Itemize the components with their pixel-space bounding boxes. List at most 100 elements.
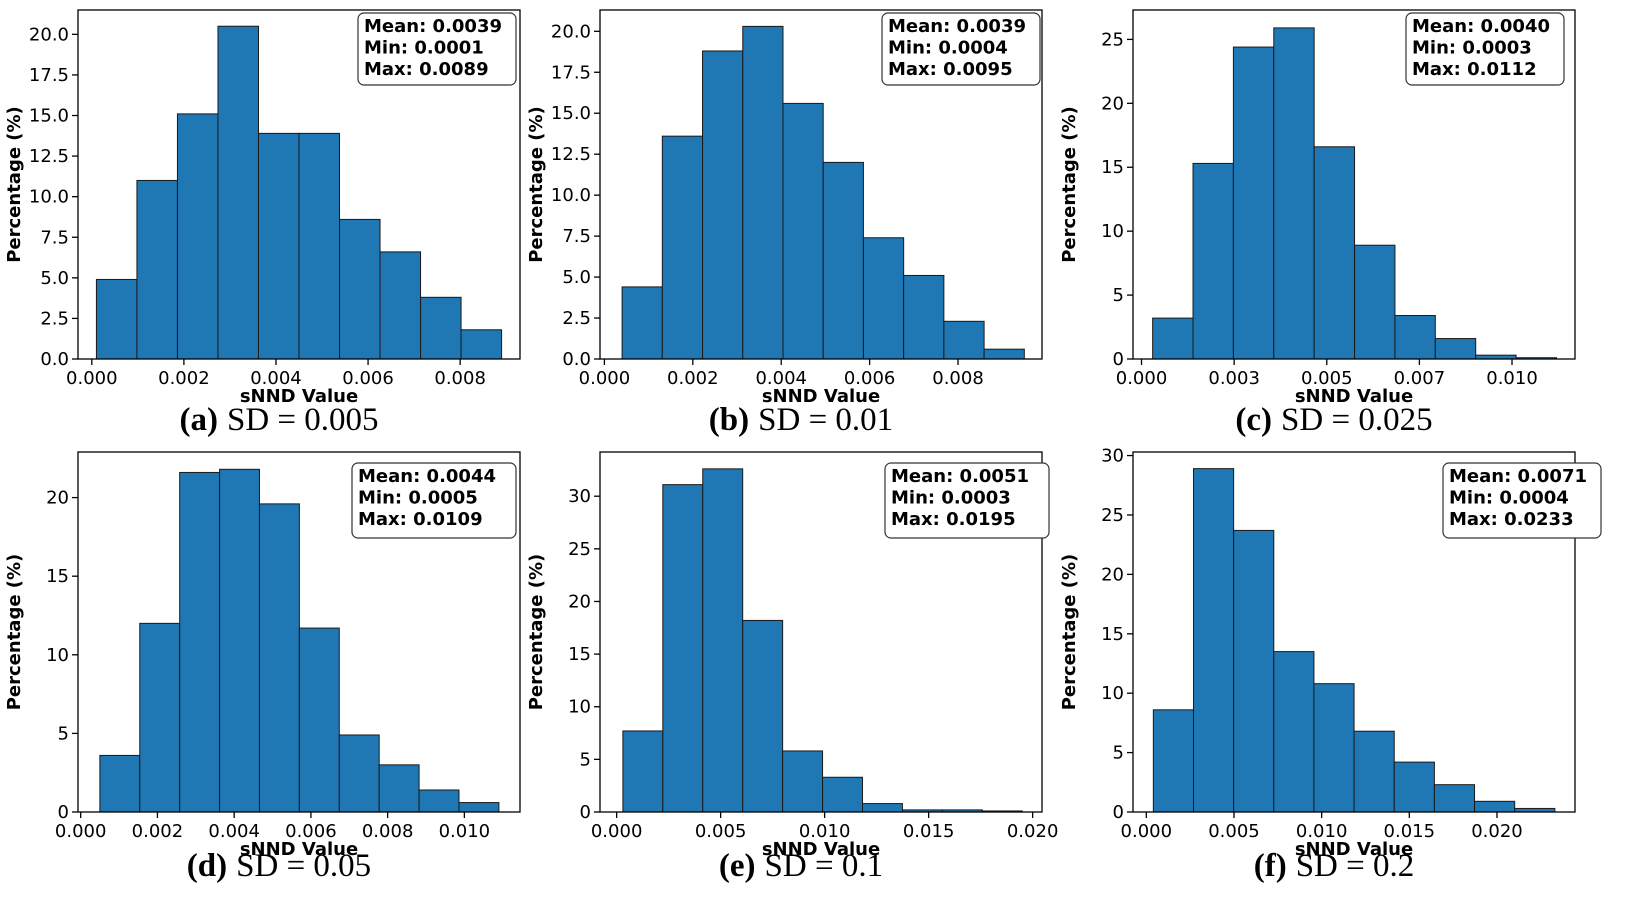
y-tick-label: 0.0 xyxy=(40,349,69,370)
x-tick-label: 0.004 xyxy=(208,821,260,842)
y-tick-label: 25 xyxy=(1101,505,1124,526)
panel-caption: (b) SD = 0.01 xyxy=(709,402,893,438)
histogram-bar xyxy=(1233,529,1275,813)
y-tick-label: 10 xyxy=(568,697,591,718)
caption-letter: (c) xyxy=(1235,402,1272,438)
x-axis-label: sNND Value xyxy=(1295,839,1413,860)
axes-frame xyxy=(77,451,521,813)
y-tick-label: 30 xyxy=(1101,446,1124,467)
stats-box xyxy=(881,12,1041,86)
y-tick-label: 15 xyxy=(1101,624,1124,645)
y-tick-label: 5 xyxy=(1113,743,1124,764)
stats-line: Mean: 0.0071 xyxy=(1449,466,1587,487)
y-tick-label: 2.5 xyxy=(562,308,591,329)
stats-line: Mean: 0.0051 xyxy=(891,466,1029,487)
histogram-bar xyxy=(379,251,422,360)
histogram-bar xyxy=(1273,27,1315,360)
y-tick-label: 20 xyxy=(46,488,69,509)
x-tick-label: 0.015 xyxy=(1384,821,1436,842)
axes-frame xyxy=(1132,9,1576,360)
x-tick-label: 0.003 xyxy=(1208,368,1260,389)
y-tick-label: 0 xyxy=(580,802,591,823)
stats-line: Mean: 0.0039 xyxy=(888,16,1026,37)
histogram-bar xyxy=(1192,468,1235,813)
caption-text: SD = 0.005 xyxy=(227,402,379,438)
caption-letter: (a) xyxy=(179,402,217,438)
y-tick-label: 10.0 xyxy=(551,185,591,206)
y-tick-label: 12.5 xyxy=(29,146,69,167)
histogram-bar xyxy=(418,789,460,813)
histogram-bar xyxy=(95,278,138,360)
y-tick-label: 5 xyxy=(580,749,591,770)
x-tick-label: 0.006 xyxy=(844,368,896,389)
caption-text: SD = 0.2 xyxy=(1296,848,1415,884)
x-tick-label: 0.015 xyxy=(903,821,955,842)
histogram-bar xyxy=(1273,651,1315,813)
y-tick-label: 7.5 xyxy=(40,227,69,248)
histogram-bar xyxy=(460,329,503,360)
histogram-bar xyxy=(1232,46,1275,360)
x-axis-label: sNND Value xyxy=(762,839,880,860)
x-tick-label: 0.000 xyxy=(1116,368,1168,389)
histogram-bar xyxy=(420,296,462,360)
y-tick-label: 5.0 xyxy=(562,267,591,288)
histogram-bar xyxy=(179,471,221,813)
stats-line: Min: 0.0004 xyxy=(888,38,1008,59)
stats-line: Min: 0.0001 xyxy=(364,38,484,59)
histogram-bar xyxy=(782,750,824,813)
histogram-bar xyxy=(1393,761,1435,813)
histogram-bar xyxy=(943,320,985,360)
x-tick-label: 0.006 xyxy=(285,821,337,842)
caption-text: SD = 0.025 xyxy=(1281,402,1433,438)
stats-line: Mean: 0.0039 xyxy=(364,16,502,37)
histogram-bar xyxy=(662,484,704,813)
histogram-bar xyxy=(1353,730,1395,813)
panel-caption: (a) SD = 0.005 xyxy=(179,402,378,438)
caption-letter: (f) xyxy=(1254,848,1287,884)
y-tick-label: 15.0 xyxy=(29,106,69,127)
histogram-bar xyxy=(782,102,824,360)
y-axis-label: Percentage (%) xyxy=(1059,554,1080,711)
histogram-bar xyxy=(1313,146,1356,360)
stats-line: Min: 0.0005 xyxy=(358,488,478,509)
x-tick-label: 0.010 xyxy=(439,821,491,842)
y-tick-label: 10 xyxy=(1101,683,1124,704)
x-tick-label: 0.002 xyxy=(667,368,719,389)
histogram-bar xyxy=(702,468,744,813)
x-tick-label: 0.005 xyxy=(695,821,747,842)
y-axis-label: Percentage (%) xyxy=(526,554,547,711)
histogram-bar xyxy=(139,622,181,813)
histogram-bar xyxy=(338,734,380,813)
chart-panel-1: 0.000 0.002 0.004 0.006 0.008 0.0 2.5 5.0 7.5 10.… xyxy=(4,9,521,438)
y-axis-label: Percentage (%) xyxy=(4,106,25,263)
histogram-bar xyxy=(1313,683,1355,813)
y-axis-label: Percentage (%) xyxy=(526,106,547,263)
y-tick-label: 25 xyxy=(568,539,591,560)
histogram-bar xyxy=(176,113,219,360)
y-tick-label: 20.0 xyxy=(29,24,69,45)
y-tick-label: 10 xyxy=(1101,221,1124,242)
histogram-bar xyxy=(822,776,863,813)
x-tick-label: 0.010 xyxy=(1296,821,1348,842)
x-tick-label: 0.000 xyxy=(66,368,118,389)
x-tick-label: 0.004 xyxy=(250,368,302,389)
stats-line: Min: 0.0003 xyxy=(1412,38,1532,59)
caption-letter: (b) xyxy=(709,402,749,438)
x-axis-label: sNND Value xyxy=(240,386,358,407)
y-tick-label: 0 xyxy=(1113,349,1124,370)
histogram-bar xyxy=(217,25,259,360)
stats-line: Min: 0.0003 xyxy=(891,488,1011,509)
y-tick-label: 0 xyxy=(58,802,69,823)
histogram-bar xyxy=(339,218,381,360)
axes-frame xyxy=(599,451,1043,813)
histogram-bar xyxy=(1354,244,1396,360)
histogram-bar xyxy=(298,132,341,360)
histogram-bar xyxy=(661,135,704,360)
histogram-bar xyxy=(1434,338,1477,360)
stats-line: Min: 0.0004 xyxy=(1449,488,1569,509)
x-axis-label: sNND Value xyxy=(762,386,880,407)
stats-line: Mean: 0.0044 xyxy=(358,466,496,487)
stats-line: Max: 0.0233 xyxy=(1449,509,1574,530)
y-tick-label: 30 xyxy=(568,486,591,507)
x-axis-label: sNND Value xyxy=(240,839,358,860)
